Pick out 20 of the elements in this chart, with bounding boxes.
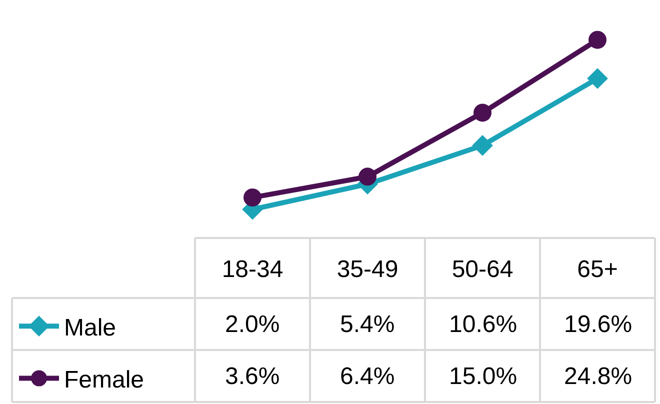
x-tick-label: 65+ [577, 256, 618, 283]
point [358, 168, 376, 186]
legend-label: Female [64, 366, 144, 394]
data-label: 2.0% [225, 311, 280, 338]
legend-label: Male [64, 314, 116, 342]
data-label: 5.4% [340, 311, 395, 338]
data-label: 3.6% [225, 363, 280, 390]
point [472, 135, 493, 156]
point [474, 104, 492, 122]
point [244, 188, 262, 206]
x-tick-label: 18-34 [222, 256, 284, 283]
data-label: 6.4% [340, 363, 395, 390]
x-tick-label: 35-49 [336, 256, 398, 283]
data-label: 15.0% [449, 363, 518, 390]
data-label: 10.6% [449, 311, 518, 338]
point [587, 68, 608, 89]
data-label: 24.8% [564, 363, 632, 390]
data-label: 19.6% [564, 311, 632, 338]
x-tick-label: 50-64 [452, 256, 514, 283]
point [588, 30, 606, 49]
